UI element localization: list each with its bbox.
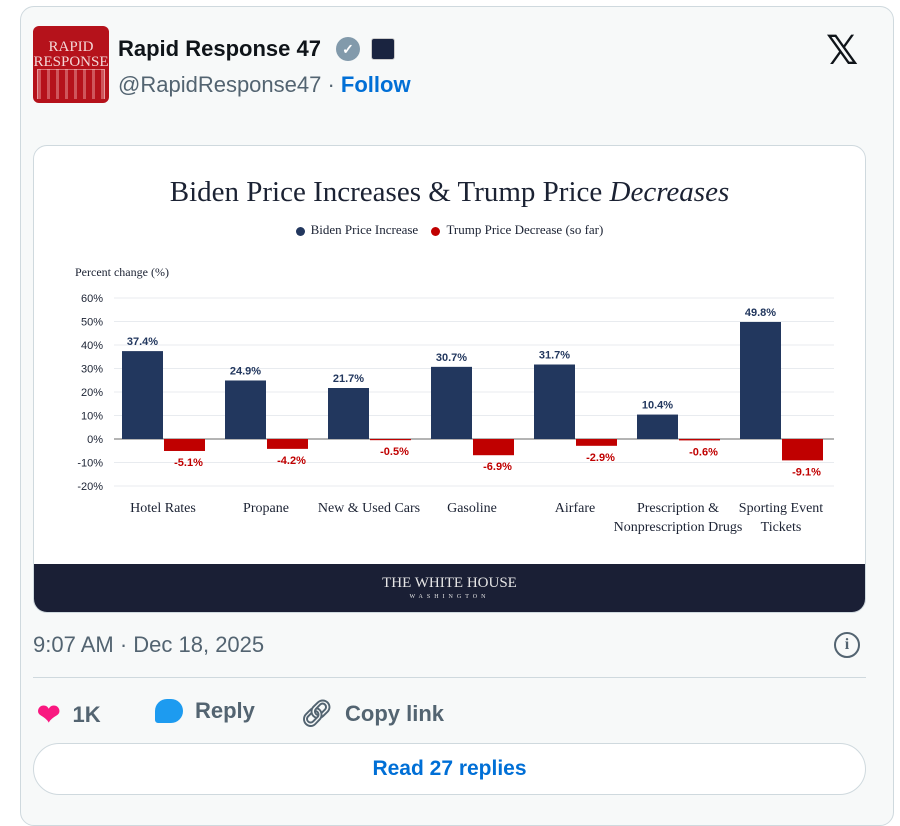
read-replies-button[interactable]: Read 27 replies [33, 743, 866, 795]
legend-dot [431, 226, 441, 236]
affiliation-badge-icon[interactable] [371, 38, 395, 60]
author-name[interactable]: Rapid Response 47 [118, 36, 321, 61]
verified-badge-icon: ✓ [336, 37, 360, 61]
link-icon: 🔗︎ [300, 698, 334, 728]
data-label-biden: 49.8% [745, 307, 776, 319]
chart-title-italic: Decreases [609, 176, 730, 208]
legend-dot [295, 226, 305, 236]
bar-biden [740, 321, 781, 439]
bar-trump [267, 439, 308, 449]
bar-biden [225, 380, 266, 439]
bar-trump [576, 439, 617, 446]
bar-trump [679, 439, 720, 441]
bar-biden [328, 388, 369, 439]
data-label-trump: -0.5% [380, 446, 409, 458]
speech-bubble-icon [155, 699, 183, 723]
data-label-biden: 31.7% [539, 350, 570, 362]
timestamp[interactable]: 9:07 AM · Dec 18, 2025 [33, 632, 265, 657]
data-label-trump: -4.2% [277, 455, 306, 467]
footer-title: THE WHITE HOUSE [382, 575, 517, 591]
x-tick-label: Gasoline [447, 501, 497, 516]
avatar-logo-text: RAPID RESPONSE [33, 39, 109, 70]
like-button[interactable]: ❤ 1K [37, 698, 101, 731]
y-tick-label: 0% [87, 434, 103, 446]
footer-subtitle: WASHINGTON [409, 594, 490, 600]
y-tick-label: 50% [81, 317, 103, 329]
bar-trump [473, 439, 514, 456]
author-handle[interactable]: @RapidResponse47 [118, 72, 322, 97]
white-house-graphic [37, 69, 105, 99]
x-tick-label: New & Used Cars [318, 501, 420, 516]
x-tick-label: Sporting Event [739, 501, 823, 516]
chart-image[interactable]: Biden Price Increases & Trump Price Decr… [33, 145, 866, 613]
x-tick-label: Prescription & [637, 501, 719, 516]
chart-legend: Biden Price Increase Trump Price Decreas… [34, 222, 865, 238]
x-tick-label: Hotel Rates [130, 501, 196, 516]
reply-label: Reply [195, 698, 255, 723]
avatar[interactable]: RAPID RESPONSE [33, 26, 109, 103]
x-tick-label: Nonprescription Drugs [614, 520, 743, 535]
y-tick-label: -20% [77, 481, 103, 493]
data-label-trump: -9.1% [792, 466, 821, 478]
data-label-biden: 24.9% [230, 365, 261, 377]
copy-link-label: Copy link [345, 700, 445, 726]
legend-label: Biden Price Increase [310, 222, 419, 237]
bar-biden [431, 366, 472, 439]
data-label-biden: 30.7% [436, 352, 467, 364]
bar-chart-plot: Percent change (%) 60% 50% 40% 30% 20% 10% 0% -1… [75, 265, 834, 535]
like-count: 1K [72, 701, 101, 727]
copy-link-button[interactable]: 🔗︎ Copy link [300, 698, 444, 729]
y-tick-label: 30% [81, 364, 103, 376]
reply-button[interactable]: Reply [155, 698, 255, 724]
data-label-biden: 21.7% [333, 373, 364, 385]
bar-trump [164, 439, 205, 451]
y-tick-label: 40% [81, 340, 103, 352]
data-label-trump: -6.9% [483, 461, 512, 473]
bar-biden [637, 414, 678, 439]
chart-title: Biden Price Increases & Trump Price Decr… [34, 176, 865, 209]
data-label-trump: -2.9% [586, 452, 615, 464]
x-tick-label: Propane [243, 501, 289, 516]
y-tick-label: 60% [81, 293, 103, 305]
data-label-trump: -0.6% [689, 446, 718, 458]
divider [33, 677, 866, 678]
y-tick-label: -10% [77, 458, 103, 470]
bar-biden [122, 351, 163, 439]
y-tick-label: 20% [81, 387, 103, 399]
data-label-trump: -5.1% [174, 457, 203, 469]
bar-trump [370, 439, 411, 441]
bar-biden [534, 364, 575, 439]
legend-item-biden: Biden Price Increase [295, 222, 419, 237]
y-axis-label: Percent change (%) [75, 265, 169, 279]
x-tick-label: Tickets [761, 520, 802, 535]
author-handle-row: @RapidResponse47 · Follow [118, 72, 411, 97]
x-logo-icon[interactable]: 𝕏 [826, 28, 859, 74]
data-label-biden: 37.4% [127, 336, 158, 348]
heart-icon: ❤ [37, 699, 61, 730]
data-label-biden: 10.4% [642, 400, 673, 412]
x-tick-label: Airfare [555, 501, 595, 516]
follow-button[interactable]: Follow [340, 72, 411, 97]
bar-trump [782, 439, 823, 461]
info-icon[interactable]: i [834, 632, 860, 658]
legend-item-trump: Trump Price Decrease (so far) [431, 222, 603, 237]
y-tick-label: 10% [81, 411, 103, 423]
chart-footer: THE WHITE HOUSE WASHINGTON [34, 564, 865, 612]
legend-label: Trump Price Decrease (so far) [446, 222, 604, 237]
chart-title-text: Biden Price Increases & Trump Price [169, 176, 610, 208]
